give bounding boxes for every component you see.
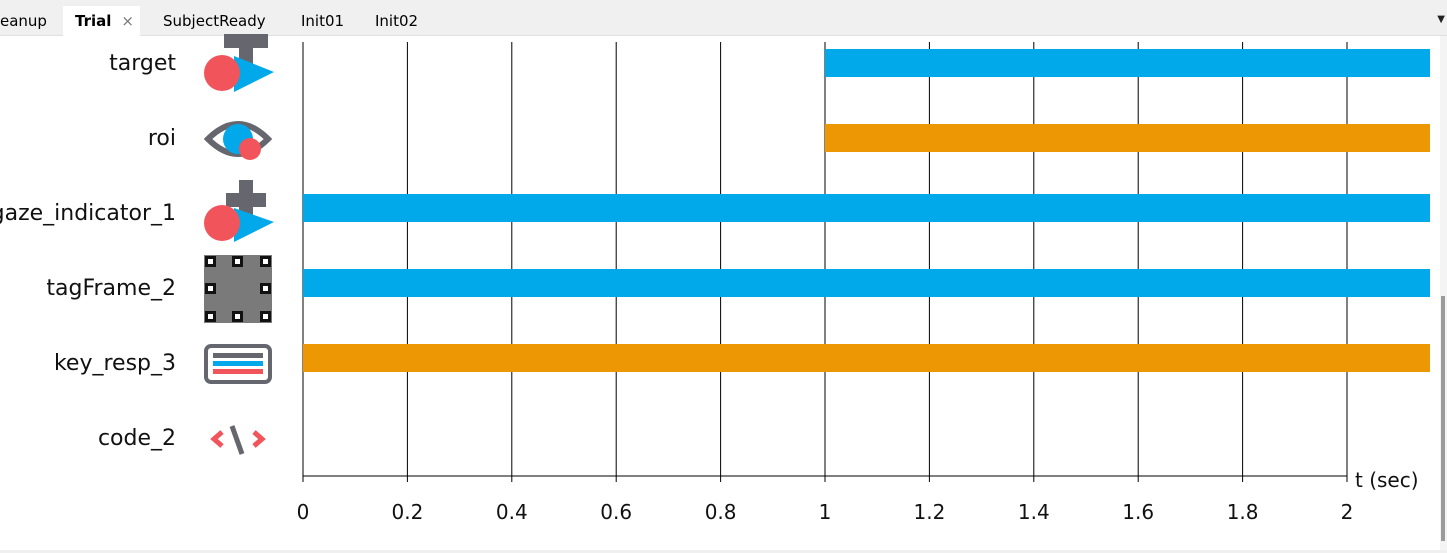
tab-label: Init01 <box>301 12 345 30</box>
close-icon[interactable]: × <box>121 12 134 30</box>
tick-label: 0.8 <box>705 500 737 524</box>
tick-label: 1 <box>819 500 832 524</box>
timeline-plot: 0 0.2 0.4 0.6 0.8 1 1.2 1.4 1.6 1.8 2t (sec) <box>297 42 1430 524</box>
component-label-key-resp[interactable]: key_resp_3 <box>53 351 176 376</box>
timeline-bar-roi[interactable] <box>825 124 1430 152</box>
code-icon[interactable] <box>202 403 274 475</box>
apriltag-frame-icon[interactable] <box>202 253 274 325</box>
timeline-bar-tagFrame_2[interactable] <box>303 269 1430 297</box>
component-label-roi[interactable]: roi <box>147 126 176 151</box>
keyboard-icon[interactable] <box>202 328 274 400</box>
timeline-bar-gaze_indicator_1[interactable] <box>303 194 1430 222</box>
gaze-indicator-icon[interactable] <box>202 178 274 250</box>
vertical-scrollbar[interactable] <box>1440 36 1447 553</box>
target-icon[interactable] <box>202 28 274 100</box>
axis-label: t (sec) <box>1355 468 1419 492</box>
tab-label: Trial <box>75 12 112 30</box>
tab-label: eanup <box>0 12 47 30</box>
tick-label: 1.8 <box>1227 500 1259 524</box>
tab-subjectready[interactable]: SubjectReady <box>163 6 266 36</box>
component-label-gaze-indicator[interactable]: gaze_indicator_1 <box>0 201 176 226</box>
tick-label: 1.2 <box>913 500 945 524</box>
component-label-target[interactable]: target <box>109 51 176 76</box>
tab-init01[interactable]: Init01 <box>301 6 344 36</box>
component-label-code[interactable]: code_2 <box>97 426 176 451</box>
eye-roi-icon[interactable] <box>202 103 274 175</box>
tick-label: 0 <box>297 500 310 524</box>
tick-label: 2 <box>1341 500 1354 524</box>
tick-label: 1.4 <box>1018 500 1050 524</box>
panel-bottom-border <box>0 550 1447 553</box>
tab-label: Init02 <box>375 12 419 30</box>
tab-init02[interactable]: Init02 <box>375 6 418 36</box>
tab-list-dropdown-icon[interactable]: ▼ <box>1437 14 1445 25</box>
tab-label: SubjectReady <box>163 12 266 30</box>
tick-label: 0.4 <box>496 500 528 524</box>
component-label-tagframe[interactable]: tagFrame_2 <box>46 276 176 301</box>
timeline-bar-key_resp_3[interactable] <box>303 344 1430 372</box>
tab-cleanup[interactable]: eanup <box>0 6 47 36</box>
tick-label: 0.6 <box>600 500 632 524</box>
routine-timeline: target roi gaze_indicator_1 tagFrame_2 k… <box>0 34 1440 553</box>
tab-trial[interactable]: Trial × <box>63 6 140 36</box>
tick-label: 1.6 <box>1122 500 1154 524</box>
scrollbar-thumb[interactable] <box>1441 296 1445 541</box>
routine-tab-bar: eanup Trial × SubjectReady Init01 Init02 … <box>0 0 1447 36</box>
timeline-bar-target[interactable] <box>825 49 1430 77</box>
tick-label: 0.2 <box>391 500 423 524</box>
